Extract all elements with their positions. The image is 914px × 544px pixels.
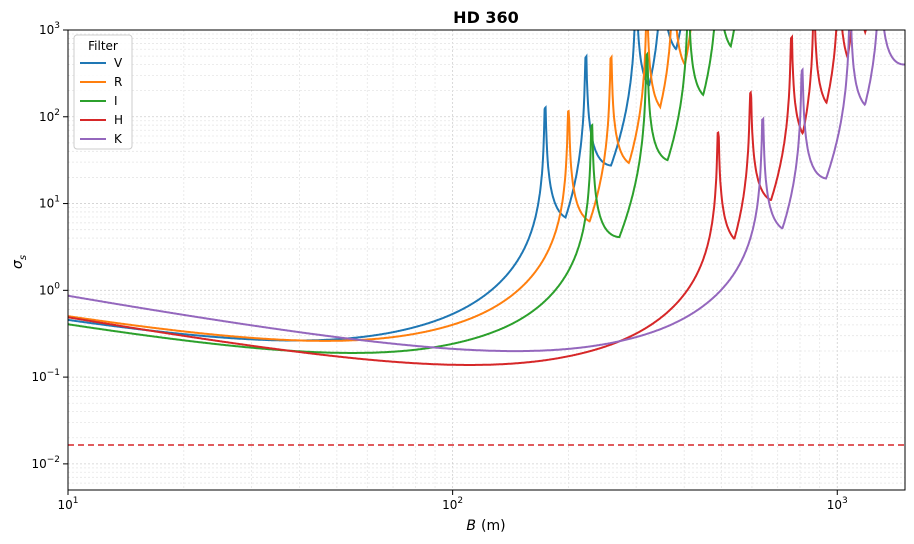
- legend-label-H: H: [114, 113, 123, 127]
- y-tick-label: 102: [39, 108, 60, 124]
- grid: [67, 29, 905, 491]
- y-axis-label: σs: [10, 255, 29, 269]
- y-tick-label: 101: [39, 195, 60, 211]
- legend-label-V: V: [114, 56, 123, 70]
- series-line-K: [68, 30, 905, 353]
- y-tick-label: 100: [39, 281, 60, 297]
- x-tick-label: 101: [57, 496, 78, 512]
- legend-label-I: I: [114, 94, 118, 108]
- y-tick-label: 10−1: [31, 368, 60, 384]
- legend-label-R: R: [114, 75, 122, 89]
- legend-label-K: K: [114, 132, 123, 146]
- x-axis-label: B (m): [466, 518, 505, 534]
- chart-title: HD 360: [453, 8, 519, 27]
- series-line-I: [68, 30, 736, 354]
- plot-frame: [67, 29, 906, 491]
- series-line-V: [68, 30, 682, 342]
- ticks: 101 102 103 10−2 10−1 100 101 102 103: [31, 21, 847, 512]
- legend-title: Filter: [88, 39, 118, 53]
- series-layer: [68, 30, 905, 446]
- x-tick-label: 102: [442, 496, 463, 512]
- y-tick-label: 103: [39, 21, 60, 37]
- series-line-R: [68, 30, 709, 342]
- y-tick-label: 10−2: [31, 455, 60, 471]
- series-line-H: [68, 30, 867, 366]
- x-tick-label: 103: [827, 496, 848, 512]
